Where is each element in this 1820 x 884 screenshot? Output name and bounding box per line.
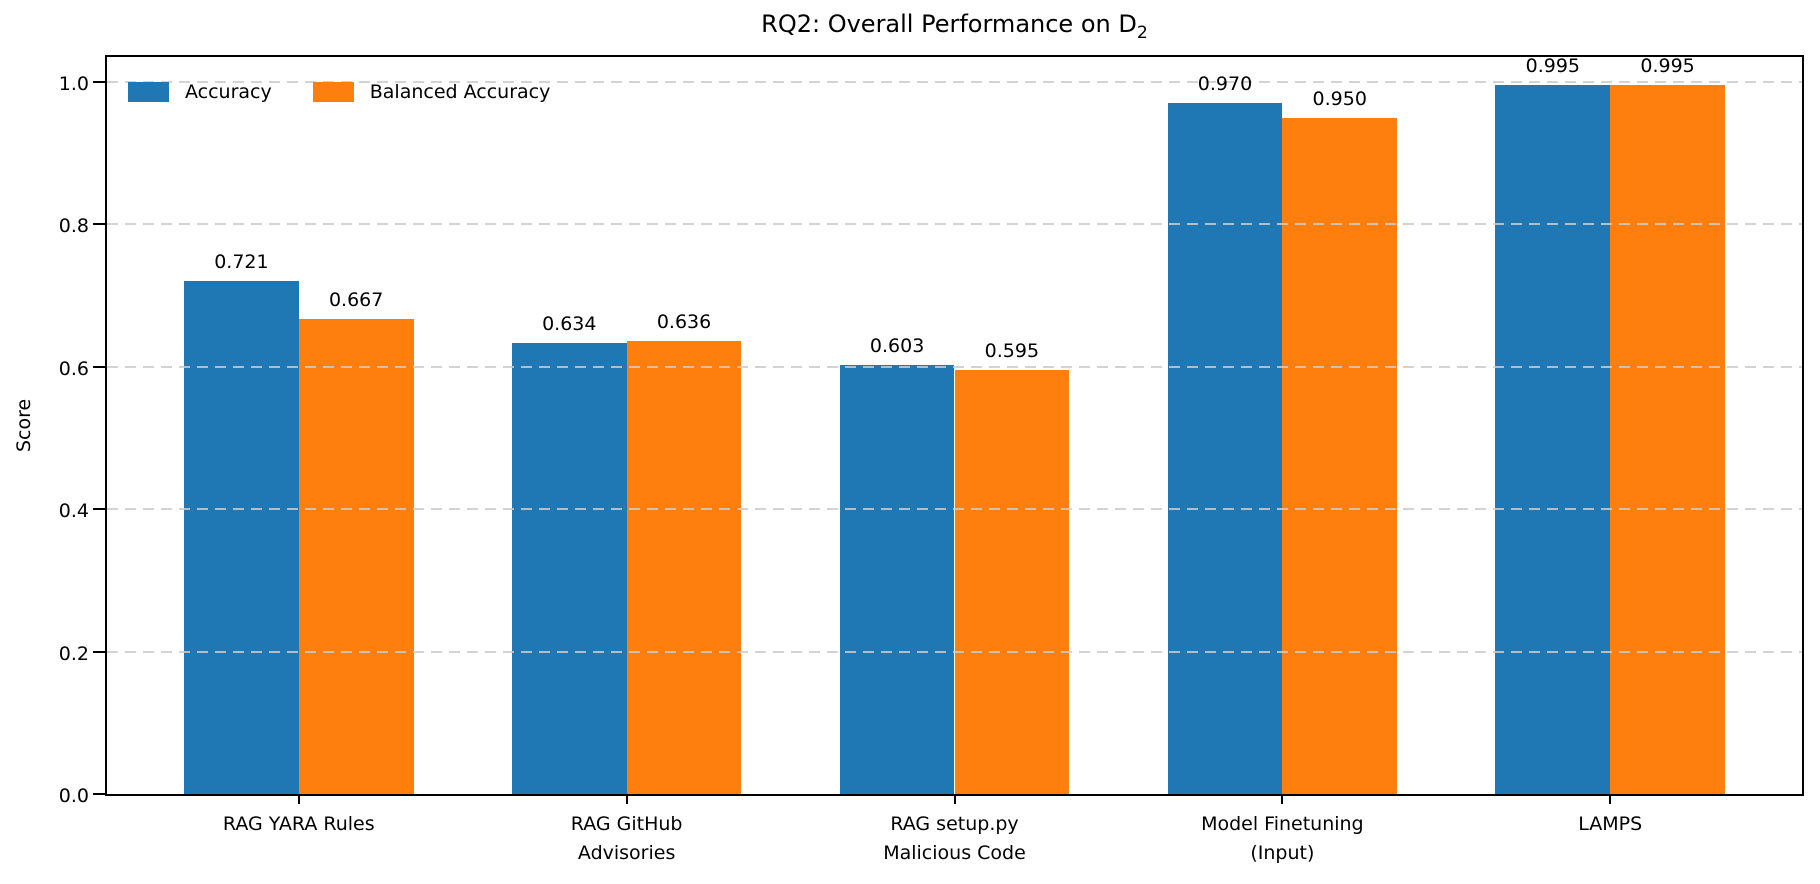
y-tick-mark-0.0 [93,793,105,795]
y-tick-mark-0.2 [93,650,105,653]
value-label-balanced-accuracy-2: 0.636 [656,311,712,334]
value-label-balanced-accuracy-5: 0.995 [1640,55,1695,78]
value-label-accuracy-5: 0.995 [1525,55,1581,78]
bar-balanced-accuracy-5 [1610,85,1725,794]
y-tick-label: 1.0 [58,72,89,95]
y-tick-mark-0.8 [93,223,105,226]
chart-title: RQ2: Overall Performance on D2 [105,10,1804,43]
value-label-balanced-accuracy-4: 0.950 [1312,87,1367,110]
legend-label-accuracy: Accuracy [185,81,272,103]
value-label-accuracy-2: 0.634 [542,312,597,335]
y-tick-label: 0.2 [58,642,89,665]
chart-title-text: RQ2: Overall Performance on D [761,10,1137,38]
value-label-balanced-accuracy-1: 0.667 [328,289,384,312]
value-label-balanced-accuracy-3: 0.595 [984,340,1040,363]
value-label-accuracy-4: 0.970 [1197,73,1253,96]
plot-area: 0.0 0.2 0.4 0.6 0.8 1.0 0.721 0.634 0.603 0.970 0.… [59,55,1804,864]
gridline-0.6 [107,365,1802,368]
gridline-0.4 [107,508,1802,511]
legend-item-accuracy: Accuracy [128,81,272,103]
legend-swatch-accuracy [128,82,169,102]
x-tick-label-2: RAG GitHub Advisories [570,813,683,864]
legend-swatch-balanced-accuracy [312,82,354,102]
gridline-0.8 [107,223,1802,226]
y-tick-label: 0.6 [58,357,89,380]
y-tick-mark-0.4 [93,508,105,511]
gridline-1.0 [107,80,1802,83]
bar-balanced-accuracy-2 [626,341,742,794]
bar-balanced-accuracy-1 [298,319,414,794]
value-label-accuracy-3: 0.603 [869,334,925,357]
x-tick-mark-1 [297,794,300,804]
y-tick-mark-0.6 [93,365,105,368]
bar-accuracy-1 [184,280,299,794]
bar-accuracy-4 [1167,103,1283,794]
x-tick-mark-5 [1609,794,1612,804]
x-tick-label-3: RAG setup.py Malicious Code [883,813,1026,864]
x-tick-label-1: RAG YARA Rules [222,813,375,835]
gridline-0.2 [107,650,1802,653]
legend-item-balanced-accuracy: Balanced Accuracy [312,81,551,103]
bar-accuracy-2 [511,342,627,794]
bar-accuracy-5 [1495,85,1611,794]
y-axis-label: Score [13,398,35,453]
x-tick-mark-3 [953,794,956,804]
y-tick-label: 0.4 [58,500,89,523]
x-tick-mark-4 [1281,794,1284,804]
y-tick-label: 0.8 [58,215,89,238]
legend-label-balanced-accuracy: Balanced Accuracy [369,81,551,103]
y-tick-label: 0.0 [58,785,89,807]
x-tick-label-4: Model Finetuning (Input) [1201,813,1364,864]
x-tick-label-5: LAMPS [1578,813,1643,835]
value-label-accuracy-1: 0.721 [214,250,269,273]
bar-accuracy-3 [839,364,955,794]
legend: Accuracy Balanced Accuracy [128,81,550,103]
bar-balanced-accuracy-3 [954,370,1070,794]
y-tick-mark-1.0 [93,80,105,83]
chart-title-subscript: 2 [1136,22,1148,43]
x-tick-mark-2 [625,794,628,804]
bar-balanced-accuracy-4 [1282,117,1398,794]
